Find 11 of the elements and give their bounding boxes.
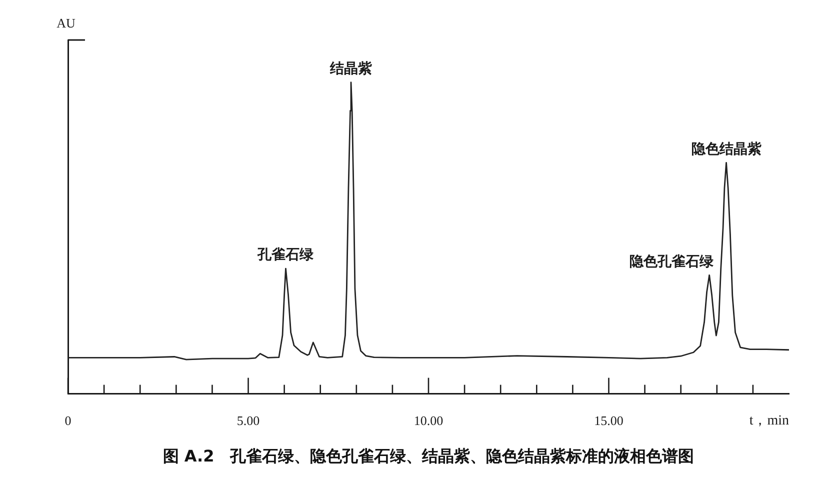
annotation: 结晶紫 [328,60,372,77]
annotation: 隐色孔雀石绿 [629,254,714,270]
text: 图 A.2 孔雀石绿、隐色孔雀石绿、结晶紫、隐色结晶紫标准的液相色谱图 [162,446,694,466]
x-tick-label: 10.00 [414,413,444,428]
x-tick-label: 5.00 [236,413,260,428]
y-axis-title: AU [56,15,76,30]
annotation: 隐色结晶紫 [691,141,762,158]
annotation: 孔雀石绿 [256,247,315,264]
x-tick-label: 15.00 [594,413,624,428]
x-tick-label: 0 [64,413,72,428]
x-axis-title: t，min [749,413,789,428]
